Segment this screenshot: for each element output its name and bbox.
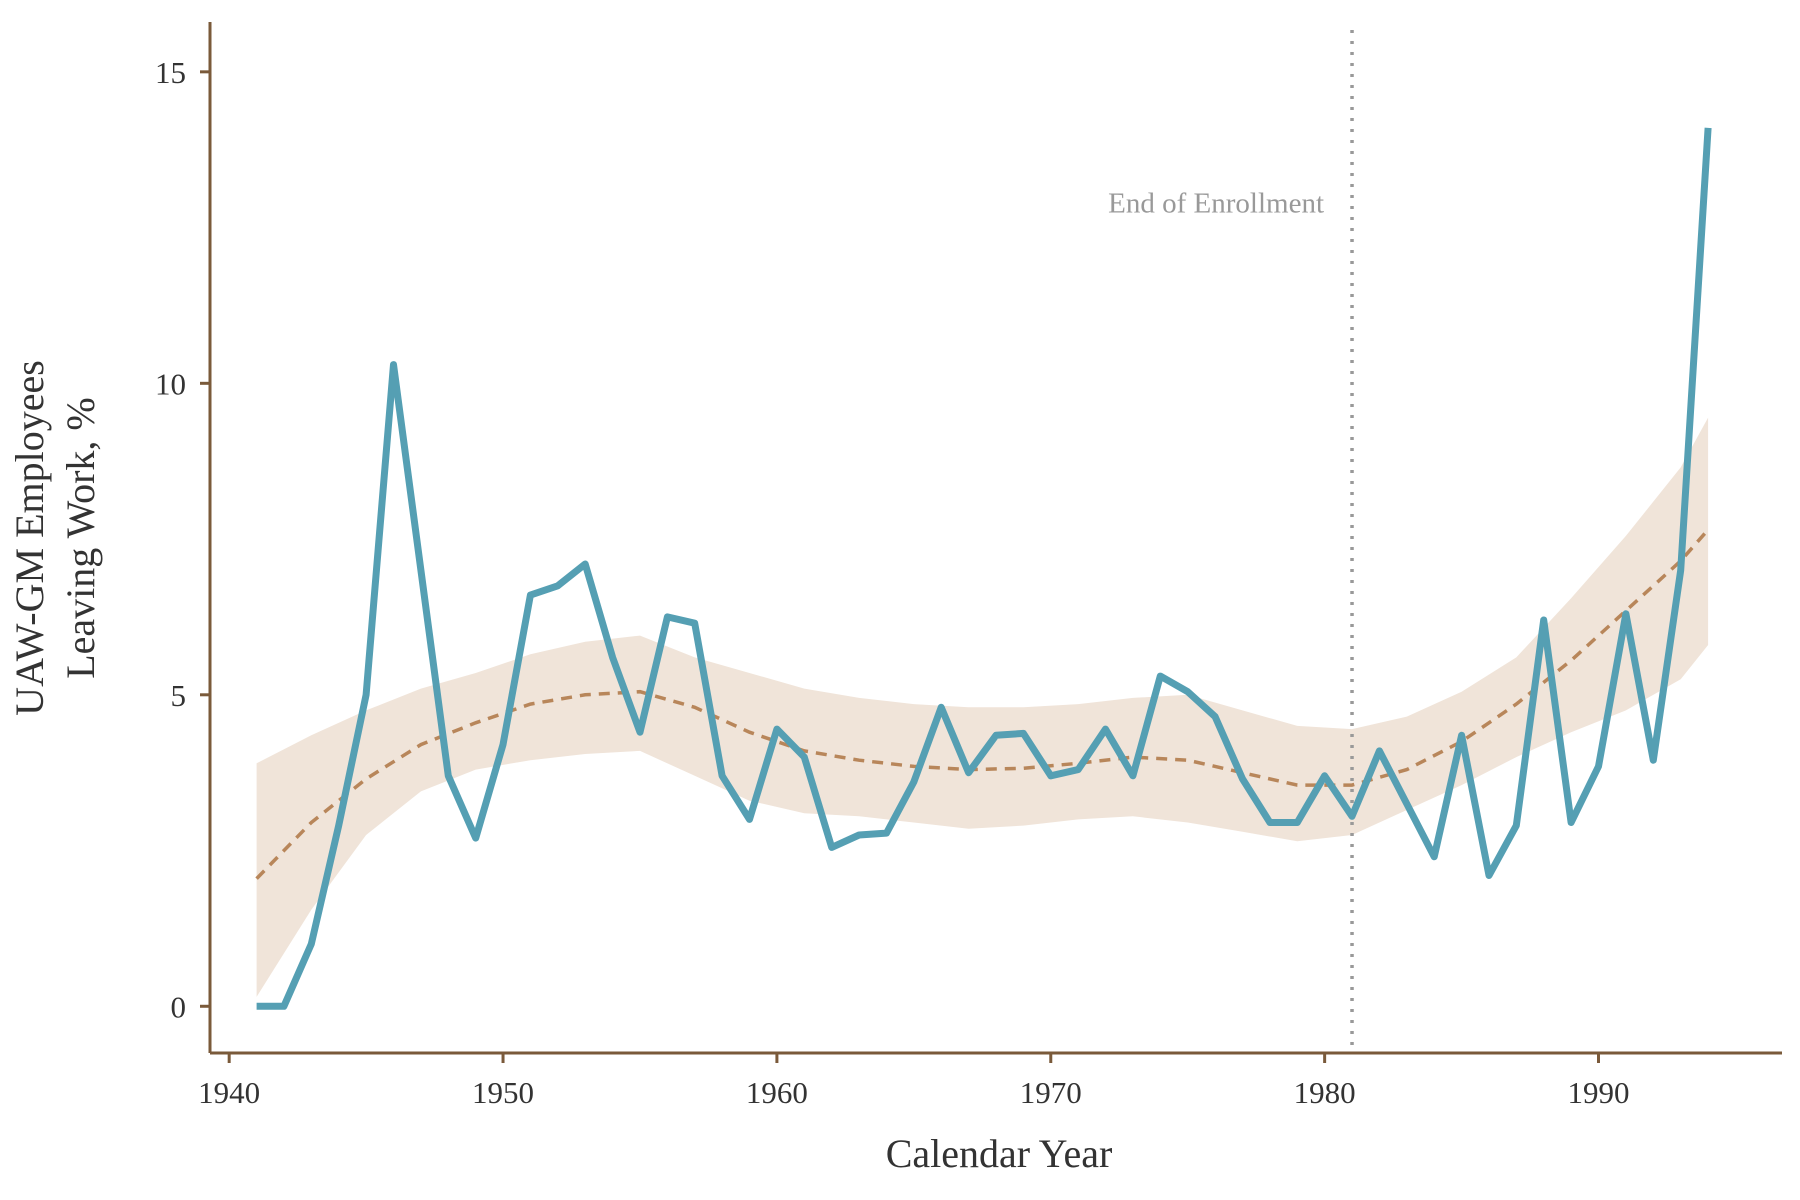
x-tick-label: 1940 bbox=[198, 1075, 260, 1110]
y-tick-label: 0 bbox=[171, 989, 187, 1024]
tick-labels: 1940 1950 1960 1970 1980 1990 0 5 10 15 bbox=[155, 55, 1630, 1110]
end-of-enrollment-annotation: End of Enrollment bbox=[1108, 188, 1324, 220]
y-axis-title-line-1: UAW-GM Employees bbox=[7, 360, 52, 716]
y-tick-label: 5 bbox=[171, 678, 187, 713]
series-line-layer bbox=[256, 127, 1712, 1010]
series-line bbox=[256, 127, 1712, 1010]
trend-line bbox=[255, 528, 1710, 880]
y-tick-label: 10 bbox=[155, 366, 186, 401]
x-tick-label: 1970 bbox=[1020, 1075, 1082, 1110]
x-axis-title: Calendar Year bbox=[886, 1131, 1113, 1176]
confidence-band bbox=[256, 417, 1709, 997]
x-tick-label: 1980 bbox=[1294, 1075, 1356, 1110]
y-axis-title-line-2: Leaving Work, % bbox=[58, 397, 103, 679]
trend-line-layer bbox=[255, 528, 1710, 880]
y-tick-label: 15 bbox=[155, 55, 186, 90]
confidence-band-layer bbox=[256, 417, 1709, 997]
x-tick-label: 1990 bbox=[1568, 1075, 1630, 1110]
x-tick-label: 1960 bbox=[746, 1075, 808, 1110]
x-tick-label: 1950 bbox=[472, 1075, 534, 1110]
axes bbox=[200, 22, 1782, 1063]
